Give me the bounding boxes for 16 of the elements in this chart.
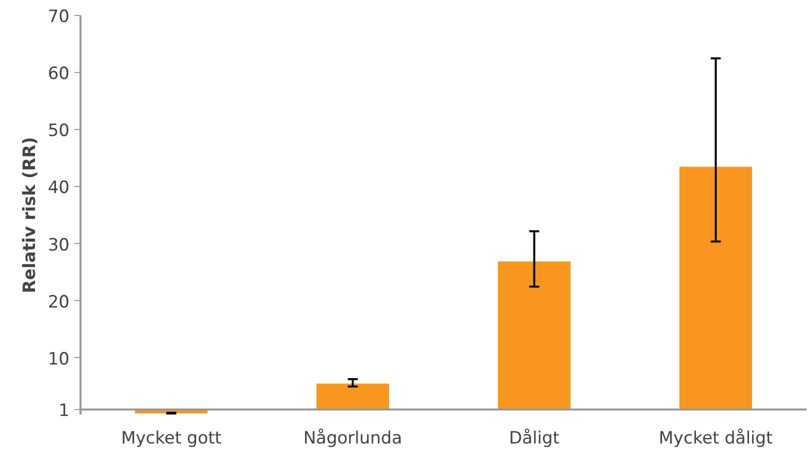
y-tick-label: 60 <box>48 64 70 84</box>
y-tick-label: 20 <box>48 292 70 312</box>
y-tick-label: 50 <box>48 121 70 142</box>
y-tick-label: 10 <box>48 349 70 370</box>
y-tick-label: 1 <box>58 400 70 421</box>
y-axis-title: Relativ risk (RR) <box>20 136 40 294</box>
bar <box>679 166 752 410</box>
x-tick-label: Dåligt <box>509 428 560 448</box>
y-tick-label: 40 <box>48 178 70 198</box>
bar <box>316 384 390 410</box>
y-tick-label: 70 <box>48 7 70 27</box>
bar <box>498 262 571 410</box>
y-tick-label: 30 <box>48 235 70 256</box>
x-tick-label: Mycket dåligt <box>658 428 774 448</box>
x-tick-label: Mycket gott <box>121 428 222 448</box>
x-tick-label: Någorlunda <box>303 428 402 448</box>
